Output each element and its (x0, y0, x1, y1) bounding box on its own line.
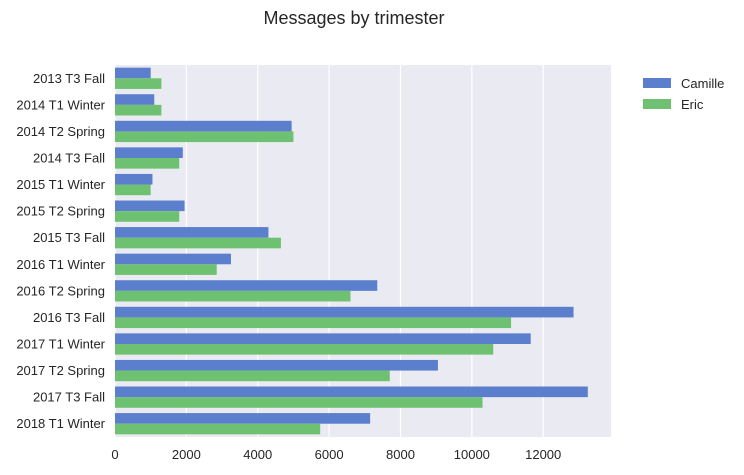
bar-eric-10 (115, 344, 494, 355)
bar-camille-6 (115, 227, 269, 238)
bar-eric-2 (115, 131, 294, 143)
chart-title: Messages by trimester (263, 8, 444, 28)
y-tick-label-12: 2017 T3 Fall (33, 390, 105, 405)
y-tick-label-7: 2016 T1 Winter (16, 257, 105, 272)
bar-camille-8 (115, 280, 378, 291)
legend-label-camille: Camille (681, 76, 724, 91)
y-tick-label-9: 2016 T3 Fall (33, 310, 105, 325)
legend-label-eric: Eric (681, 97, 704, 112)
bar-eric-9 (115, 317, 512, 329)
bar-camille-5 (115, 200, 185, 212)
y-tick-label-2: 2014 T2 Spring (16, 124, 105, 139)
y-tick-label-5: 2015 T2 Spring (16, 204, 105, 219)
bar-camille-0 (115, 67, 151, 79)
bar-camille-1 (115, 94, 155, 105)
bar-camille-11 (115, 359, 438, 371)
bar-camille-2 (115, 120, 292, 132)
x-tick-label-6: 12000 (525, 447, 561, 462)
bar-eric-1 (115, 104, 162, 116)
bar-eric-8 (115, 290, 351, 302)
bar-eric-13 (115, 423, 321, 435)
y-tick-label-3: 2014 T3 Fall (33, 151, 105, 166)
bar-eric-4 (115, 184, 151, 196)
x-tick-label-5: 10000 (454, 447, 490, 462)
y-tick-label-6: 2015 T3 Fall (33, 230, 105, 245)
bar-eric-3 (115, 158, 180, 169)
bar-camille-10 (115, 333, 531, 344)
y-tick-label-4: 2015 T1 Winter (16, 177, 105, 192)
legend: Camille Eric (643, 76, 724, 112)
y-tick-label-8: 2016 T2 Spring (16, 283, 105, 298)
y-tick-label-10: 2017 T1 Winter (16, 337, 105, 352)
x-tick-label-4: 8000 (386, 447, 415, 462)
legend-swatch-camille (643, 78, 671, 88)
x-tick-labels: 0 2000 4000 6000 8000 10000 12000 (111, 447, 561, 462)
bar-camille-12 (115, 386, 588, 398)
y-tick-label-0: 2013 T3 Fall (33, 71, 105, 86)
bar-camille-4 (115, 173, 153, 185)
bar-eric-0 (115, 78, 162, 89)
legend-swatch-eric (643, 99, 671, 109)
x-tick-label-2: 4000 (243, 447, 272, 462)
bar-camille-13 (115, 413, 371, 424)
y-tick-labels: 2013 T3 Fall 2014 T1 Winter 2014 T2 Spring… (16, 71, 105, 431)
x-tick-label-3: 6000 (315, 447, 344, 462)
bar-eric-12 (115, 397, 483, 408)
y-tick-label-13: 2018 T1 Winter (16, 416, 105, 431)
bar-camille-3 (115, 147, 183, 158)
bar-camille-9 (115, 306, 574, 318)
bar-eric-7 (115, 264, 217, 275)
bar-eric-5 (115, 211, 180, 222)
x-tick-label-1: 2000 (172, 447, 201, 462)
bar-camille-7 (115, 253, 231, 265)
y-tick-label-1: 2014 T1 Winter (16, 97, 105, 112)
bars (115, 67, 588, 435)
bar-eric-11 (115, 370, 390, 382)
x-tick-label-0: 0 (111, 447, 118, 462)
y-tick-label-11: 2017 T2 Spring (16, 363, 105, 378)
bar-eric-6 (115, 237, 281, 249)
